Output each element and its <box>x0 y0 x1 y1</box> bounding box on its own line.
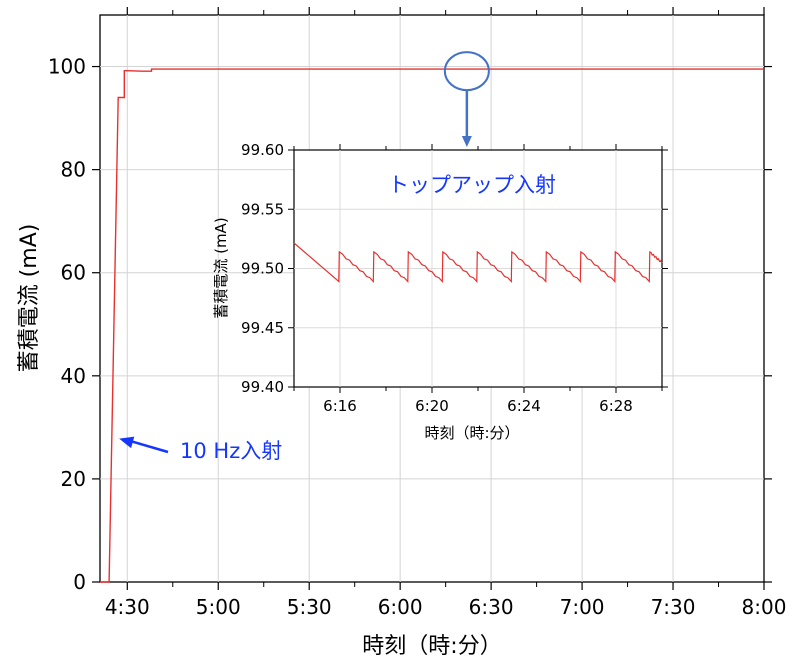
inset-y-tick-labels: 99.40 99.45 99.50 99.55 99.60 <box>241 141 284 396</box>
annotation-arrowhead <box>119 436 135 449</box>
inset-x-tick-label: 6:16 <box>323 397 357 415</box>
inset-x-tick-label: 6:20 <box>415 397 449 415</box>
inset-x-axis-label: 時刻（時:分） <box>424 424 519 442</box>
inset-y-axis-label: 蓄積電流 (mA) <box>212 217 230 318</box>
main-x-tick-label: 6:30 <box>469 595 514 619</box>
inset-y-tick-label: 99.55 <box>241 200 284 218</box>
annotation-arrow <box>128 439 169 454</box>
main-x-tick-label: 4:30 <box>105 595 150 619</box>
main-x-tick-label: 7:00 <box>560 595 605 619</box>
main-x-tick-labels: 4:30 5:00 5:30 6:00 6:30 7:00 7:30 8:00 <box>105 595 787 619</box>
main-x-tick-label: 5:30 <box>287 595 332 619</box>
inset-x-tick-label: 6:28 <box>599 397 633 415</box>
main-y-tick-label: 20 <box>61 467 86 491</box>
inset-ticks <box>288 144 668 393</box>
inset-y-tick-label: 99.60 <box>241 141 284 159</box>
main-y-tick-label: 40 <box>61 364 86 388</box>
inset-x-tick-label: 6:24 <box>507 397 541 415</box>
inset-y-tick-label: 99.50 <box>241 260 284 278</box>
annotation-label: 10 Hz入射 <box>180 439 282 463</box>
main-ticks <box>92 7 772 590</box>
highlight-ellipse <box>443 51 490 92</box>
inset-y-tick-label: 99.40 <box>241 378 284 396</box>
main-x-tick-label: 5:00 <box>196 595 241 619</box>
main-y-tick-labels: 0 20 40 60 80 100 <box>48 55 86 594</box>
main-x-tick-label: 6:00 <box>378 595 423 619</box>
main-y-tick-label: 100 <box>48 55 86 79</box>
highlight-arrowhead <box>461 136 472 147</box>
inset-gridlines <box>294 150 662 387</box>
main-plot-frame <box>99 14 765 583</box>
inset-title: トップアップ入射 <box>388 173 556 197</box>
main-y-tick-label: 60 <box>61 261 86 285</box>
main-y-tick-label: 80 <box>61 158 86 182</box>
main-x-axis-label: 時刻（時:分） <box>362 634 501 659</box>
inset-y-tick-label: 99.45 <box>241 319 284 337</box>
main-x-tick-label: 8:00 <box>742 595 787 619</box>
main-x-tick-label: 7:30 <box>651 595 696 619</box>
main-series-line <box>100 68 764 583</box>
inset-series-line <box>293 242 663 284</box>
main-y-axis-label: 蓄積電流 (mA) <box>17 224 42 373</box>
main-y-tick-label: 0 <box>73 570 86 594</box>
inset-x-tick-labels: 6:16 6:20 6:24 6:28 <box>323 397 633 415</box>
